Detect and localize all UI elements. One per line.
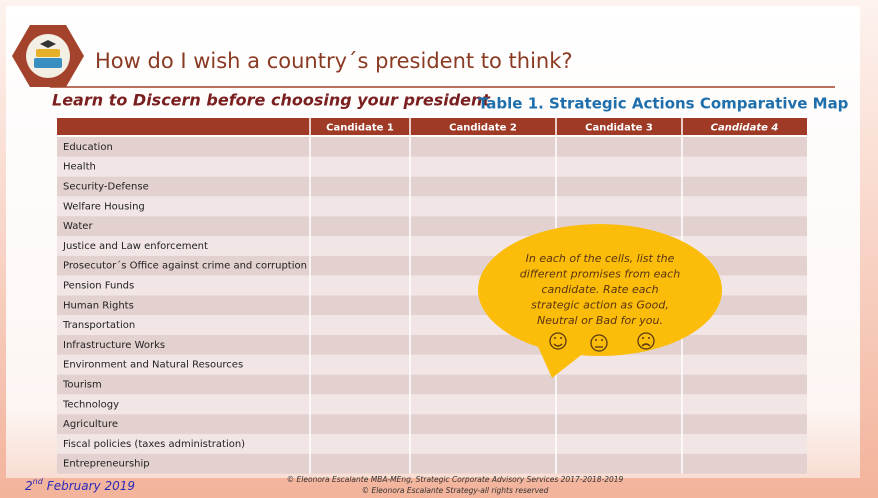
table-row — [57, 354, 807, 375]
date-day: 2 — [25, 479, 33, 493]
copyright: © Eleonora Escalante Strategy-all rights… — [362, 486, 549, 495]
table-row — [57, 453, 807, 474]
row-label: Environment and Natural Resources — [63, 360, 243, 371]
row-label: Security-Defense — [63, 182, 149, 193]
table-row — [57, 156, 807, 177]
callout-text: candidate. Rate each — [541, 283, 658, 296]
table-row — [57, 414, 807, 434]
logo — [12, 25, 84, 87]
table-row — [57, 176, 807, 197]
row-label: Pension Funds — [63, 281, 134, 292]
table-row — [57, 394, 807, 415]
title: How do I wish a country´s president to t… — [95, 49, 573, 73]
row-label: Justice and Law enforcement — [62, 241, 208, 252]
callout-text: different promises from each — [520, 268, 680, 281]
callout-text: strategic action as Good, — [531, 299, 669, 312]
callout-text: In each of the cells, list the — [526, 252, 675, 265]
row-label: Fiscal policies (taxes administration) — [63, 439, 245, 450]
column-header: Candidate 4 — [711, 123, 779, 134]
column-header: Candidate 1 — [326, 123, 394, 134]
table-row — [57, 196, 807, 217]
row-label: Infrastructure Works — [63, 340, 165, 351]
row-label: Welfare Housing — [63, 201, 145, 212]
table-title: Table 1. Strategic Actions Comparative M… — [478, 95, 849, 113]
row-label: Entrepreneurship — [63, 459, 150, 470]
table-row — [57, 434, 807, 454]
table-row — [57, 335, 807, 355]
callout-text: Neutral or Bad for you. — [537, 314, 663, 327]
date-suffix: nd — [33, 477, 44, 486]
subtitle: Learn to Discern before choosing your pr… — [52, 91, 491, 110]
date-rest: February 2019 — [47, 479, 135, 493]
row-label: Agriculture — [63, 419, 118, 430]
column-header: Candidate 3 — [585, 123, 653, 134]
table-row — [57, 216, 807, 236]
row-label: Education — [63, 142, 113, 153]
table: Candidate 1 Candidate 2 Candidate 3 Candida… — [57, 118, 807, 474]
table-row — [57, 137, 807, 157]
header-row — [57, 118, 807, 135]
row-label: Health — [63, 162, 96, 173]
copyright: © Eleonora Escalante MBA-MEng, Strategic… — [287, 475, 624, 484]
row-label: Prosecutor´s Office against crime and co… — [63, 260, 307, 272]
row-label: Tourism — [62, 380, 102, 391]
row-label: Technology — [62, 399, 119, 410]
column-header: Candidate 2 — [449, 123, 517, 134]
table-row — [57, 374, 807, 395]
callout: In each of the cells, list the different … — [478, 224, 722, 378]
row-label: Transportation — [62, 320, 135, 331]
row-label: Human Rights — [63, 300, 134, 311]
row-label: Water — [63, 221, 93, 232]
date: 2nd February 2019 — [25, 477, 135, 493]
